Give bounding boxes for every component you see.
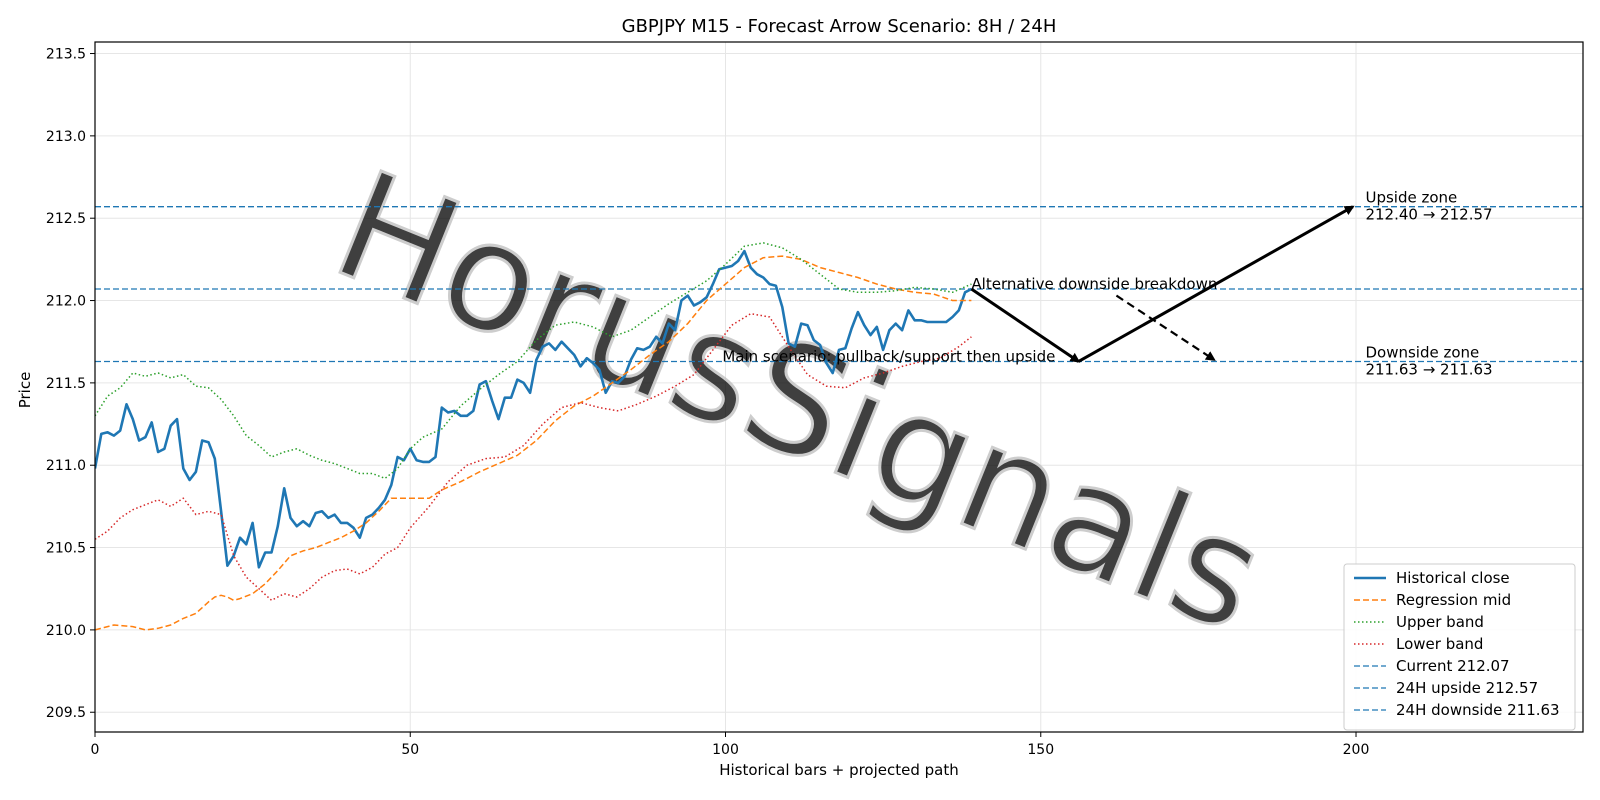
- series-line-4: [95, 312, 972, 602]
- y-axis-label: Price: [16, 372, 34, 409]
- chart-title: GBPJPY M15 - Forecast Arrow Scenario: 8H…: [622, 16, 1057, 37]
- annotation-text: Alternative downside breakdown: [971, 275, 1217, 293]
- annotation-text: Main scenario: pullback/support then ups…: [722, 347, 1055, 365]
- y-tick-label: 212.0: [46, 294, 86, 310]
- x-tick-label: 200: [1343, 742, 1370, 758]
- legend-box: [1343, 563, 1576, 731]
- x-axis-label: Historical bars + projected path: [719, 761, 959, 779]
- legend-label: 24H upside 212.57: [1396, 679, 1538, 697]
- series-line-2: [95, 255, 972, 631]
- forecast-arrow: [970, 287, 1081, 363]
- x-tick-label: 0: [91, 742, 100, 758]
- annotations: Alternative downside breakdown Main scena…: [722, 189, 1492, 379]
- y-axis-ticks: 209.5 210.0 210.5 211.0 211.5 212.0 212.5 213.0…: [46, 47, 95, 721]
- series-lines: [95, 242, 973, 631]
- annotation-text: Upside zone: [1365, 189, 1457, 207]
- y-tick-label: 211.5: [46, 376, 86, 392]
- x-tick-label: 100: [712, 742, 739, 758]
- annotation-subtext: 211.63 → 211.63: [1365, 360, 1492, 378]
- annotation-subtext: 212.40 → 212.57: [1365, 206, 1492, 224]
- forecast-arrow: [1115, 294, 1216, 361]
- legend: Historical close Regression mid Upper band…: [1343, 563, 1576, 731]
- series-line-1: [95, 249, 973, 569]
- y-tick-label: 210.5: [46, 541, 86, 557]
- y-tick-label: 213.0: [46, 129, 86, 145]
- y-tick-label: 209.5: [46, 705, 86, 721]
- x-tick-label: 150: [1027, 742, 1054, 758]
- forecast-arrows: [970, 205, 1355, 363]
- legend-label: Regression mid: [1396, 591, 1511, 609]
- grid-lines: [94, 42, 1583, 732]
- legend-label: Lower band: [1396, 635, 1483, 653]
- y-tick-label: 213.5: [46, 47, 86, 63]
- legend-label: Current 212.07: [1396, 657, 1510, 675]
- legend-label: Upper band: [1396, 613, 1484, 631]
- y-tick-label: 212.5: [46, 211, 86, 227]
- x-axis-ticks: 0 50 100 150 200: [91, 732, 1370, 758]
- annotation-text: Downside zone: [1365, 343, 1479, 361]
- plot-frame: [94, 41, 1584, 733]
- legend-label: Historical close: [1396, 569, 1510, 587]
- legend-label: 24H downside 211.63: [1396, 701, 1560, 719]
- y-tick-label: 210.0: [46, 623, 86, 639]
- forecast-arrow: [1077, 205, 1355, 363]
- y-tick-label: 211.0: [46, 458, 86, 474]
- horizontal-reference-lines: [95, 206, 1583, 363]
- x-tick-label: 50: [401, 742, 419, 758]
